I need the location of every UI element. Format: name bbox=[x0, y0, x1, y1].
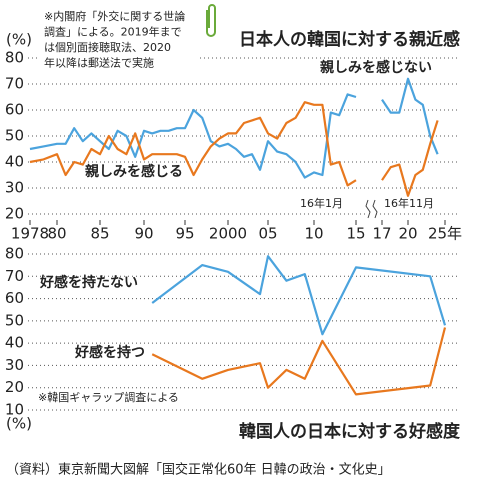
series-label: 親しみを感じる bbox=[85, 163, 183, 180]
y-tick-label: 80 bbox=[5, 49, 24, 67]
y-tick-label: 70 bbox=[5, 267, 24, 285]
x-tick-label: 05 bbox=[258, 225, 277, 243]
x-tick-label: 95 bbox=[175, 225, 194, 243]
series-label: 親しみを感じない bbox=[320, 59, 432, 76]
data-line bbox=[29, 101, 439, 197]
x-tick-label: 2000 bbox=[209, 225, 247, 243]
y-tick-label: 40 bbox=[5, 334, 24, 352]
y-tick-label: 30 bbox=[5, 356, 24, 374]
series-label: 好感を持つ bbox=[74, 344, 145, 361]
y-tick-label: 20 bbox=[5, 205, 24, 223]
x-tick-label: 1978 bbox=[11, 225, 49, 243]
note: ※韓国ギャラップ調査による bbox=[38, 390, 179, 404]
y-tick-label: 70 bbox=[5, 75, 24, 93]
axis-break-gap bbox=[366, 198, 376, 224]
x-tick-label: 17 bbox=[372, 225, 391, 243]
x-tick-label: 90 bbox=[134, 225, 153, 243]
line-layer bbox=[29, 77, 447, 396]
y-tick-label: 40 bbox=[5, 153, 24, 171]
y-tick-label: 50 bbox=[5, 311, 24, 329]
x-tick-label: 15 bbox=[346, 225, 365, 243]
y-tick-label: 60 bbox=[5, 289, 24, 307]
annotation: 16年11月 bbox=[384, 196, 434, 210]
y-tick-label: 20 bbox=[5, 378, 24, 396]
y-tick-label: 60 bbox=[5, 101, 24, 119]
y-tick-label: 10 bbox=[5, 401, 24, 419]
y-tick-label: 80 bbox=[5, 245, 24, 263]
y-tick-label: 30 bbox=[5, 179, 24, 197]
x-tick-label: 85 bbox=[90, 225, 109, 243]
note: 年以降は郵送法で実施 bbox=[44, 56, 154, 70]
x-tick-label: 20 bbox=[398, 225, 417, 243]
clip-icon bbox=[206, 4, 216, 37]
y-axis-label: (%) bbox=[6, 31, 32, 49]
chart-title: 韓国人の日本に対する好感度 bbox=[239, 421, 461, 442]
axis-break bbox=[365, 199, 378, 219]
chart-title: 日本人の韓国に対する親近感 bbox=[239, 29, 460, 50]
note: 調査」による。2019年まで bbox=[44, 25, 182, 39]
note: ※内閣府「外交に関する世論 bbox=[44, 9, 185, 23]
note: は個別面接聴取法、2020 bbox=[44, 40, 171, 54]
annotation: 16年1月 bbox=[300, 196, 343, 210]
data-line bbox=[29, 77, 439, 179]
y-tick-label: 50 bbox=[5, 127, 24, 145]
series-label: 好感を持たない bbox=[39, 274, 138, 291]
x-tick-label: 25年 bbox=[428, 225, 462, 243]
x-tick-label: 80 bbox=[47, 225, 66, 243]
x-tick-label: 10 bbox=[304, 225, 323, 243]
y-axis-label: (%) bbox=[6, 415, 32, 433]
note-background bbox=[40, 6, 200, 70]
data-line bbox=[151, 255, 447, 336]
data-line bbox=[151, 327, 447, 396]
source: （資料）東京新聞大図解「国交正常化60年 日韓の政治・文化史」 bbox=[6, 462, 391, 478]
